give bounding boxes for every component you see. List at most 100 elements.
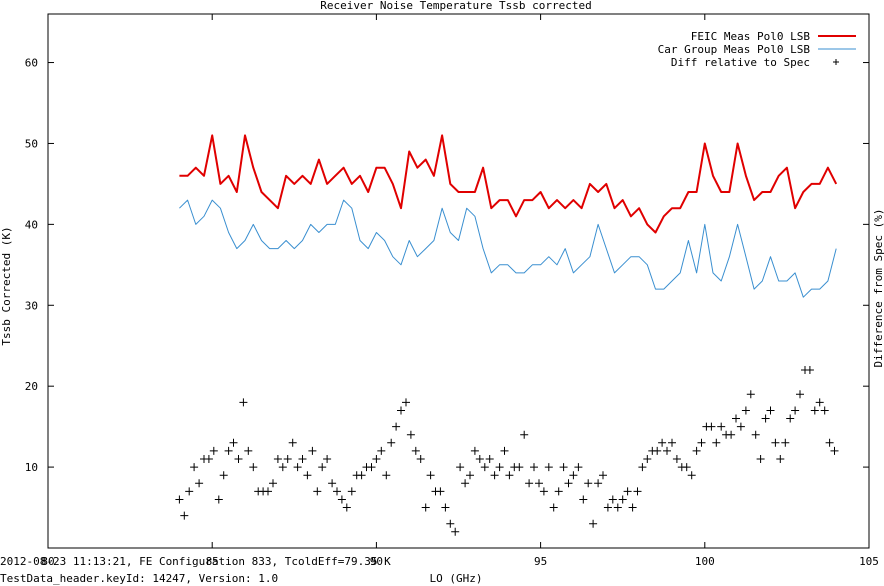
diff-point — [564, 479, 573, 488]
diff-point — [288, 438, 297, 447]
diff-point — [342, 503, 351, 512]
x-tick-label: 100 — [695, 555, 715, 568]
diff-point — [569, 471, 578, 480]
diff-point — [692, 446, 701, 455]
diff-point — [190, 463, 199, 472]
diff-point — [520, 430, 529, 439]
y-tick-label: 20 — [25, 380, 38, 393]
diff-point — [269, 479, 277, 488]
diff-point — [214, 495, 223, 504]
series-layer — [175, 134, 839, 536]
plot-frame — [47, 13, 870, 549]
diff-point — [377, 446, 386, 455]
x-tick-label: 90 — [370, 555, 383, 568]
diff-point — [426, 471, 435, 480]
diff-point — [732, 414, 740, 423]
diff-point — [525, 479, 534, 488]
diff-point — [313, 487, 322, 496]
diff-point — [308, 446, 317, 455]
diff-point — [219, 471, 228, 480]
diff-point — [830, 446, 839, 455]
legend-entry-diff: Diff relative to Spec — [671, 56, 839, 69]
diff-point — [229, 438, 238, 447]
diff-point — [466, 471, 474, 480]
diff-point — [470, 446, 479, 455]
diff-point — [697, 438, 706, 447]
legend-label-feic: FEIC Meas Pol0 LSB — [691, 30, 811, 43]
diff-point — [234, 455, 243, 463]
diff-point — [273, 455, 282, 463]
diff-point — [549, 503, 558, 512]
diff-point — [318, 463, 327, 472]
diff-point — [727, 430, 736, 439]
diff-point — [195, 479, 204, 488]
diff-point — [544, 463, 553, 472]
diff-point — [372, 455, 381, 463]
diff-point — [175, 495, 184, 504]
diff-point — [761, 414, 770, 423]
diff-point — [628, 503, 637, 512]
legend-label-diff: Diff relative to Spec — [671, 56, 810, 69]
diff-point — [589, 519, 598, 528]
diff-point — [736, 422, 745, 431]
diff-point — [392, 422, 401, 431]
diff-point — [485, 455, 494, 463]
y-tick-label: 60 — [25, 57, 38, 70]
diff-point — [608, 495, 617, 504]
diff-point — [810, 406, 819, 415]
diff-point — [579, 495, 588, 504]
diff-point — [298, 455, 307, 463]
diff-point — [475, 455, 484, 463]
footer-config-line: 2012-08-23 11:13:21, FE Configuration 83… — [0, 555, 391, 568]
diff-point — [416, 455, 425, 463]
diff-point — [658, 438, 667, 447]
diff-point — [209, 446, 218, 455]
diff-point — [672, 455, 681, 463]
diff-point — [623, 487, 632, 496]
diff-point — [515, 463, 524, 472]
diff-point — [456, 463, 465, 472]
diff-point — [638, 463, 647, 472]
chart-title: Receiver Noise Temperature Tssb correcte… — [320, 0, 592, 12]
diff-point — [539, 487, 548, 496]
diff-point — [717, 422, 726, 431]
diff-point — [357, 471, 366, 480]
diff-point — [505, 471, 514, 480]
y-tick-label: 50 — [25, 137, 38, 150]
diff-point — [776, 455, 785, 463]
diff-point — [756, 455, 765, 463]
diff-point — [805, 366, 814, 374]
diff-point — [825, 438, 834, 447]
diff-point — [574, 463, 583, 472]
diff-point — [244, 446, 253, 455]
diff-point — [421, 503, 430, 512]
diff-point — [293, 463, 302, 472]
diff-point — [781, 438, 790, 447]
x-tick-label: 80 — [41, 555, 54, 568]
diff-point — [746, 390, 755, 399]
footer-header-line: TestData_header.keyId: 14247, Version: 1… — [0, 572, 279, 585]
diff-point — [436, 487, 445, 496]
diff-point — [224, 446, 233, 455]
diff-point — [599, 471, 607, 480]
y-tick-label: 10 — [25, 461, 38, 474]
diff-point — [707, 422, 716, 431]
diff-point — [771, 438, 780, 447]
series-line-car-group — [179, 199, 837, 298]
diff-point — [653, 446, 662, 455]
diff-point — [820, 406, 829, 415]
diff-point — [613, 503, 622, 512]
diff-point — [791, 406, 800, 415]
diff-point — [461, 479, 470, 488]
diff-point — [796, 390, 804, 399]
diff-point — [594, 479, 603, 488]
diff-point — [668, 438, 676, 447]
diff-point — [500, 446, 509, 455]
diff-point — [603, 503, 612, 512]
diff-point — [751, 430, 760, 439]
y-axis-label: Tssb Corrected (K) — [0, 226, 13, 345]
y2-axis-label: Difference from Spec (%) — [872, 209, 884, 368]
x-axis-label: LO (GHz) — [430, 572, 483, 585]
diff-point — [535, 479, 543, 488]
